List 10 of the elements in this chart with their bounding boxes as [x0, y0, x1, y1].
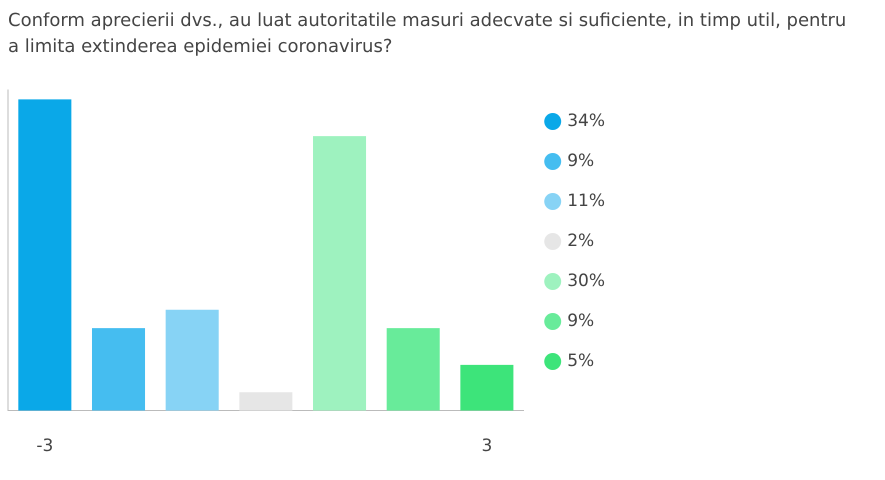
- legend-label: 11%: [567, 190, 606, 211]
- x-tick-label: -3: [36, 436, 54, 456]
- chart-title: Conform aprecierii dvs., au luat autoritatile masuri adecvate si suficiente, in timp util, pentru a limita extinderea epidemiei coronavirus?: [7, 9, 848, 59]
- legend-label: 5%: [567, 350, 594, 371]
- legend-label: 34%: [567, 110, 606, 131]
- x-tick-label: 3: [481, 436, 492, 456]
- legend-label: 30%: [567, 270, 606, 291]
- legend-label: 9%: [567, 150, 594, 171]
- legend-label: 9%: [567, 310, 594, 331]
- legend-label: 2%: [567, 230, 594, 251]
